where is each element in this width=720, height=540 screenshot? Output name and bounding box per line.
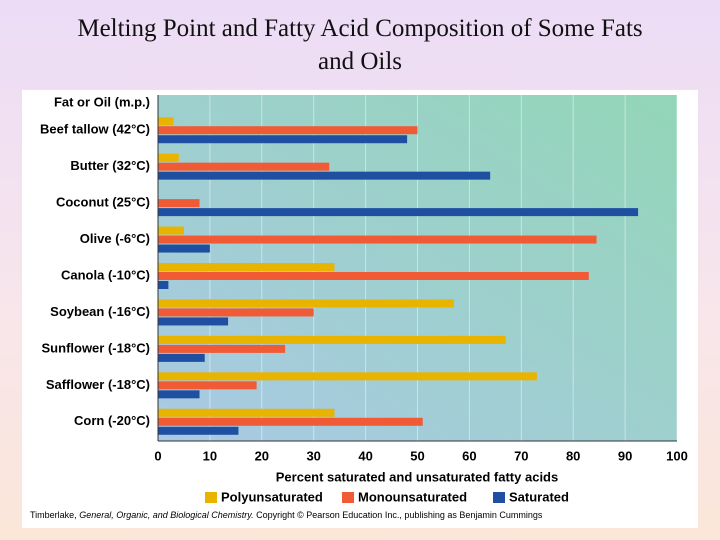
y-tick-label: Coconut (25°C) — [56, 195, 150, 210]
legend-label: Polyunsaturated — [221, 489, 323, 504]
bar — [158, 244, 210, 253]
legend-swatch — [342, 492, 354, 503]
credit: Timberlake, General, Organic, and Biolog… — [30, 510, 543, 520]
bar — [158, 344, 286, 353]
bar — [158, 226, 184, 235]
bar — [158, 281, 169, 289]
bar — [158, 153, 179, 162]
y-tick-label: Butter (32°C) — [70, 158, 150, 173]
x-tick-label: 30 — [306, 448, 320, 463]
y-tick-label: Beef tallow (42°C) — [40, 122, 150, 137]
x-tick-label: 90 — [618, 448, 632, 463]
bar — [158, 372, 537, 381]
bar — [158, 381, 257, 390]
x-tick-label: 80 — [566, 448, 580, 463]
y-tick-label: Canola (-10°C) — [61, 267, 150, 282]
bar — [158, 171, 491, 180]
bar — [158, 353, 205, 362]
y-tick-label: Safflower (-18°C) — [46, 377, 150, 392]
x-tick-label: 40 — [358, 448, 372, 463]
x-tick-label: 0 — [154, 448, 161, 463]
bar — [158, 390, 200, 399]
x-tick-label: 60 — [462, 448, 476, 463]
bar — [158, 199, 200, 208]
bar — [158, 308, 314, 317]
x-tick-label: 20 — [255, 448, 269, 463]
y-tick-label: Olive (-6°C) — [80, 231, 150, 246]
bar — [158, 426, 239, 435]
credit-part: General, Organic, and Biological Chemist… — [79, 510, 253, 520]
legend-label: Saturated — [509, 489, 569, 504]
bar — [158, 335, 506, 344]
bar — [158, 162, 330, 171]
y-tick-label: Corn (-20°C) — [74, 413, 150, 428]
bar — [158, 263, 335, 271]
legend-label: Monounsaturated — [358, 489, 467, 504]
bar — [158, 235, 597, 244]
bar — [158, 417, 423, 426]
bar — [158, 317, 229, 326]
y-axis-title: Fat or Oil (m.p.) — [54, 94, 150, 109]
legend-swatch — [205, 492, 217, 503]
credit-part: Timberlake, — [30, 510, 79, 520]
slide-title: Melting Point and Fatty Acid Composition… — [77, 15, 643, 75]
bar — [158, 272, 589, 280]
bar — [158, 208, 639, 217]
x-tick-label: 50 — [410, 448, 424, 463]
y-tick-label: Soybean (-16°C) — [50, 304, 150, 319]
bar — [158, 135, 408, 144]
x-tick-label: 70 — [514, 448, 528, 463]
bar — [158, 408, 335, 417]
bar — [158, 126, 418, 135]
y-tick-label: Sunflower (-18°C) — [42, 340, 150, 355]
bar — [158, 117, 174, 126]
legend-swatch — [493, 492, 505, 503]
bar — [158, 299, 454, 308]
x-axis-title: Percent saturated and unsaturated fatty … — [276, 469, 558, 484]
x-tick-label: 100 — [666, 448, 688, 463]
credit-part: Copyright © Pearson Education Inc., publ… — [254, 510, 543, 520]
x-tick-label: 10 — [203, 448, 217, 463]
